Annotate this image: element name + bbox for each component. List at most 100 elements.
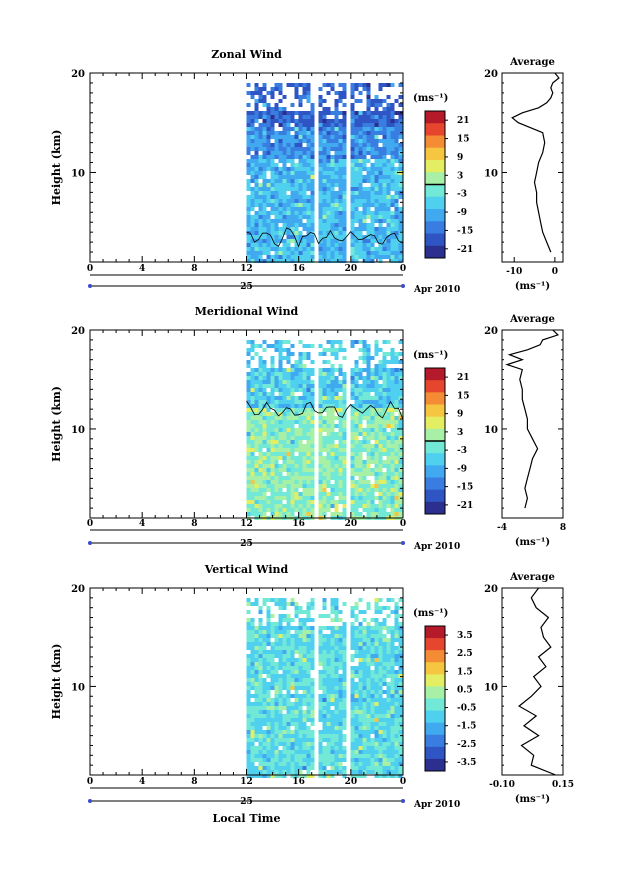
heatmap-cell [274, 650, 279, 654]
heatmap-cell [354, 726, 359, 730]
heatmap-cell [358, 770, 363, 774]
heatmap-cell [290, 694, 295, 698]
heatmap-cell [258, 718, 263, 722]
heatmap-cell [366, 179, 371, 183]
heatmap-cell [294, 247, 299, 251]
heatmap-cell [390, 734, 395, 738]
heatmap-cell [266, 674, 271, 678]
y-tick-label: 20 [71, 584, 85, 595]
heatmap-cell [378, 404, 383, 408]
heatmap-cell [378, 484, 383, 488]
colorbar-units: (ms⁻¹) [413, 350, 448, 361]
heatmap-cell [282, 444, 287, 448]
heatmap-cell [382, 634, 387, 638]
colorbar-segment [425, 160, 445, 173]
heatmap-cell [302, 634, 307, 638]
heatmap-cell [306, 670, 311, 674]
heatmap-cell [370, 646, 375, 650]
heatmap-cell [398, 774, 403, 778]
heatmap-cell [330, 376, 335, 380]
heatmap-cell [338, 207, 343, 211]
heatmap-cell [294, 139, 299, 143]
heatmap-cell [354, 690, 359, 694]
average-title: Average [509, 572, 555, 583]
heatmap-cell [370, 448, 375, 452]
heatmap-cell [362, 646, 367, 650]
heatmap-cell [278, 492, 283, 496]
heatmap-cell [294, 694, 299, 698]
heatmap-cell [246, 642, 251, 646]
heatmap-cell [278, 179, 283, 183]
heatmap-cell [282, 718, 287, 722]
heatmap-cell [266, 670, 271, 674]
heatmap-cell [282, 646, 287, 650]
heatmap-cell [362, 444, 367, 448]
heatmap-cell [282, 770, 287, 774]
heatmap-cell [290, 452, 295, 456]
heatmap-cell [254, 203, 259, 207]
heatmap-cell [366, 356, 371, 360]
heatmap-cell [274, 512, 279, 516]
heatmap-cell [382, 750, 387, 754]
heatmap-cell [262, 207, 267, 211]
heatmap-cell [282, 738, 287, 742]
heatmap-cell [266, 774, 271, 778]
heatmap-cell [326, 195, 331, 199]
heatmap-cell [322, 251, 327, 255]
heatmap-cell [274, 376, 279, 380]
heatmap-cell [278, 352, 283, 356]
heatmap-cell [374, 468, 379, 472]
heatmap-cell [370, 255, 375, 259]
heatmap-cell [354, 626, 359, 630]
heatmap-cell [290, 235, 295, 239]
heatmap-cell [270, 400, 275, 404]
average-y-tick-label: 10 [484, 425, 498, 436]
heatmap-cell [246, 678, 251, 682]
heatmap-cell [294, 730, 299, 734]
heatmap-cell [254, 111, 259, 115]
heatmap-cell [254, 662, 259, 666]
heatmap-cell [278, 436, 283, 440]
heatmap-cell [318, 183, 323, 187]
heatmap-cell [390, 171, 395, 175]
heatmap-cell [262, 766, 267, 770]
heatmap-cell [366, 718, 371, 722]
heatmap-cell [390, 255, 395, 259]
heatmap-cell [286, 614, 291, 618]
heatmap-cell [386, 171, 391, 175]
heatmap-cell [270, 436, 275, 440]
heatmap-cell [358, 227, 363, 231]
heatmap-cell [274, 714, 279, 718]
heatmap-cell [246, 484, 251, 488]
heatmap-cell [318, 630, 323, 634]
heatmap-cell [394, 356, 399, 360]
heatmap-cell [258, 187, 263, 191]
heatmap-cell [394, 500, 399, 504]
heatmap-cell [366, 251, 371, 255]
heatmap-cell [334, 143, 339, 147]
heatmap-cell [250, 251, 255, 255]
heatmap-cell [254, 175, 259, 179]
heatmap-cell [358, 686, 363, 690]
heatmap-cell [350, 774, 355, 778]
date-label: Apr 2010 [413, 285, 460, 295]
heatmap-cell [350, 492, 355, 496]
heatmap-cell [318, 488, 323, 492]
heatmap-cell [330, 690, 335, 694]
heatmap-cell [310, 416, 315, 420]
heatmap-cell [378, 488, 383, 492]
heatmap-cell [246, 384, 251, 388]
heatmap-cell [326, 476, 331, 480]
heatmap-cell [342, 420, 347, 424]
heatmap-cell [302, 215, 307, 219]
heatmap-cell [286, 734, 291, 738]
heatmap-cell [278, 159, 283, 163]
heatmap-cell [282, 396, 287, 400]
heatmap-cell [306, 119, 311, 123]
heatmap-cell [330, 746, 335, 750]
heatmap-cell [330, 396, 335, 400]
heatmap-cell [254, 492, 259, 496]
heatmap-cell [254, 630, 259, 634]
heatmap-cell [246, 147, 251, 151]
heatmap-cell [334, 500, 339, 504]
